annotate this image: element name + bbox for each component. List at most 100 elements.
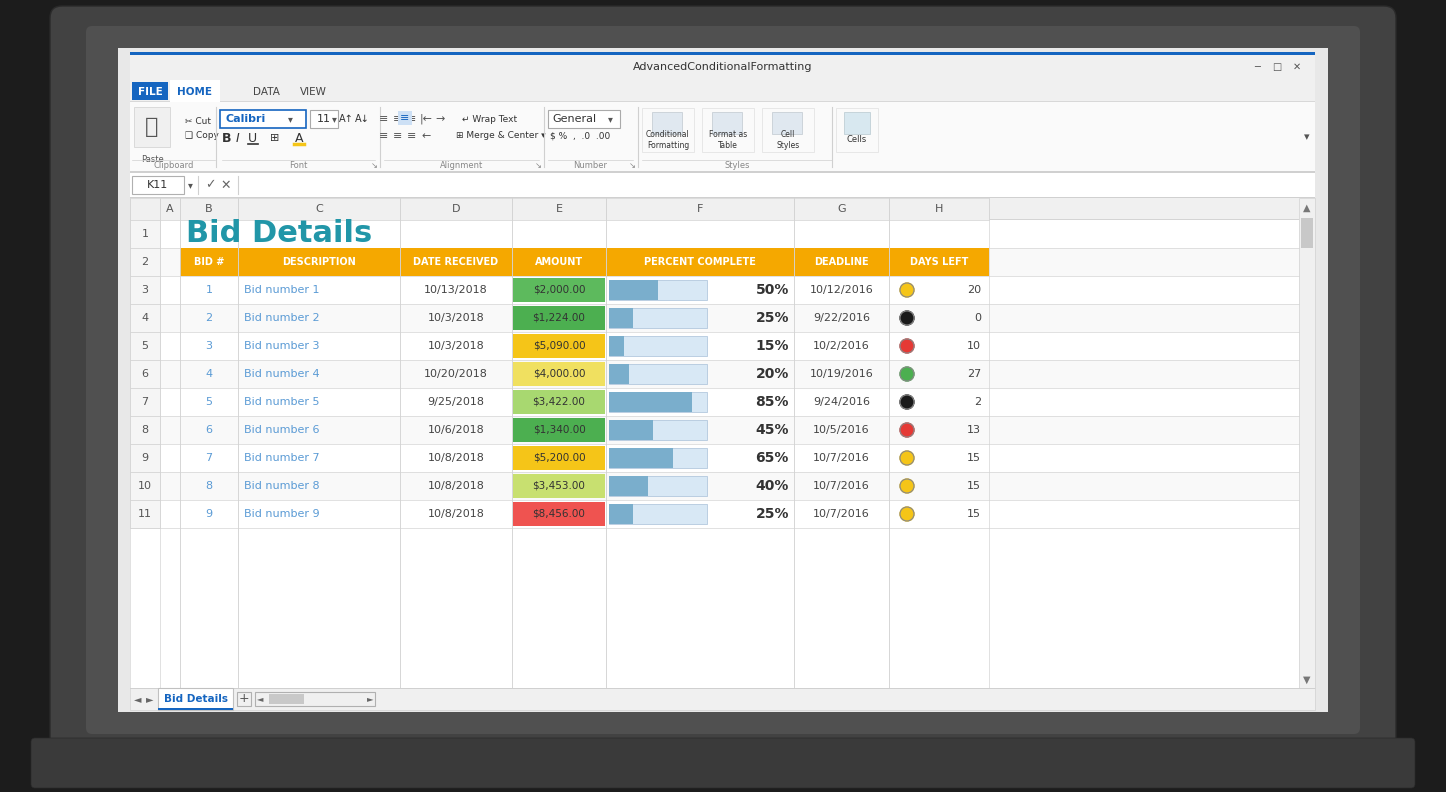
Text: DATE RECEIVED: DATE RECEIVED bbox=[414, 257, 499, 267]
Bar bbox=[711, 112, 742, 134]
Text: ↘: ↘ bbox=[535, 162, 541, 170]
Text: 10: 10 bbox=[137, 481, 152, 491]
Bar bbox=[609, 336, 707, 356]
Bar bbox=[1301, 218, 1313, 248]
Circle shape bbox=[899, 479, 914, 493]
Bar bbox=[130, 198, 161, 220]
Bar bbox=[161, 198, 179, 220]
Text: $ %  ,  .0  .00: $ % , .0 .00 bbox=[549, 131, 610, 140]
Text: 85%: 85% bbox=[755, 395, 790, 409]
Bar bbox=[42, 748, 1404, 776]
Text: Cell
Styles: Cell Styles bbox=[777, 131, 800, 150]
Circle shape bbox=[899, 451, 914, 465]
Bar bbox=[179, 248, 239, 276]
Text: ▾: ▾ bbox=[288, 114, 292, 124]
Text: 4: 4 bbox=[142, 313, 149, 323]
Bar bbox=[609, 280, 707, 300]
Text: HOME: HOME bbox=[178, 87, 213, 97]
Bar bbox=[762, 108, 814, 152]
Text: 2: 2 bbox=[142, 257, 149, 267]
Bar bbox=[1299, 198, 1314, 688]
Text: 15%: 15% bbox=[755, 339, 790, 353]
Bar bbox=[179, 198, 239, 220]
Text: ▾: ▾ bbox=[1304, 132, 1310, 142]
Bar bbox=[161, 472, 1299, 500]
Text: A: A bbox=[166, 204, 174, 214]
Text: General: General bbox=[552, 114, 596, 124]
Text: ▾: ▾ bbox=[331, 114, 337, 124]
Bar bbox=[119, 48, 1327, 712]
Text: $3,422.00: $3,422.00 bbox=[532, 397, 586, 407]
Bar bbox=[132, 176, 184, 194]
Circle shape bbox=[899, 423, 914, 437]
Text: Bid Details: Bid Details bbox=[187, 219, 372, 249]
FancyBboxPatch shape bbox=[51, 6, 1395, 760]
Bar bbox=[130, 102, 210, 172]
Bar bbox=[130, 688, 1314, 710]
Bar bbox=[269, 694, 304, 704]
Bar bbox=[609, 392, 693, 412]
Text: ✂ Cut: ✂ Cut bbox=[185, 117, 211, 127]
Text: ≡: ≡ bbox=[408, 114, 416, 124]
Text: DAYS LEFT: DAYS LEFT bbox=[910, 257, 969, 267]
Text: 15: 15 bbox=[967, 509, 980, 519]
Bar bbox=[513, 334, 604, 358]
Bar bbox=[609, 392, 707, 412]
Bar bbox=[844, 112, 870, 134]
Text: 20: 20 bbox=[967, 285, 980, 295]
Text: ▾: ▾ bbox=[607, 114, 613, 124]
Text: 50%: 50% bbox=[756, 283, 790, 297]
Bar bbox=[401, 198, 512, 220]
Bar bbox=[130, 416, 161, 444]
Text: 6: 6 bbox=[142, 369, 149, 379]
Bar bbox=[161, 332, 1299, 360]
Text: $4,000.00: $4,000.00 bbox=[532, 369, 586, 379]
Text: DESCRIPTION: DESCRIPTION bbox=[282, 257, 356, 267]
Bar bbox=[254, 692, 375, 706]
Bar bbox=[609, 504, 707, 524]
Bar bbox=[513, 418, 604, 442]
Text: |←: |← bbox=[419, 114, 432, 124]
Bar bbox=[609, 280, 658, 300]
Text: ◄: ◄ bbox=[134, 694, 142, 704]
Text: Cells: Cells bbox=[847, 135, 868, 144]
Bar bbox=[161, 248, 1299, 276]
Text: ►: ► bbox=[367, 695, 373, 703]
Bar bbox=[609, 448, 672, 468]
Bar bbox=[130, 444, 161, 472]
Bar bbox=[130, 52, 1314, 80]
Text: 4: 4 bbox=[205, 369, 213, 379]
Text: Bid number 4: Bid number 4 bbox=[244, 369, 320, 379]
Text: 7: 7 bbox=[205, 453, 213, 463]
Text: Bid number 8: Bid number 8 bbox=[244, 481, 320, 491]
Bar bbox=[772, 112, 803, 134]
Text: B: B bbox=[205, 204, 213, 214]
Text: F: F bbox=[697, 204, 703, 214]
Text: 0: 0 bbox=[975, 313, 980, 323]
Bar bbox=[239, 198, 401, 220]
Text: K11: K11 bbox=[147, 180, 169, 190]
Bar bbox=[512, 248, 606, 276]
Text: E: E bbox=[555, 204, 562, 214]
Bar bbox=[794, 198, 889, 220]
Text: 10/20/2018: 10/20/2018 bbox=[424, 369, 487, 379]
Bar bbox=[161, 388, 1299, 416]
Bar bbox=[130, 80, 1314, 102]
Text: 10/8/2018: 10/8/2018 bbox=[428, 481, 484, 491]
Text: Styles: Styles bbox=[724, 162, 749, 170]
Text: →: → bbox=[435, 114, 445, 124]
FancyBboxPatch shape bbox=[30, 738, 1416, 788]
Text: D: D bbox=[451, 204, 460, 214]
Bar bbox=[513, 390, 604, 414]
Text: 11: 11 bbox=[137, 509, 152, 519]
Bar bbox=[513, 502, 604, 526]
Text: ↘: ↘ bbox=[370, 162, 377, 170]
Text: $8,456.00: $8,456.00 bbox=[532, 509, 586, 519]
Text: ↵ Wrap Text: ↵ Wrap Text bbox=[463, 115, 518, 124]
Bar bbox=[132, 82, 168, 100]
Bar bbox=[512, 198, 606, 220]
Bar bbox=[161, 276, 1299, 304]
Text: A↓: A↓ bbox=[354, 114, 369, 124]
Text: ✓: ✓ bbox=[205, 178, 215, 192]
Bar bbox=[609, 448, 707, 468]
